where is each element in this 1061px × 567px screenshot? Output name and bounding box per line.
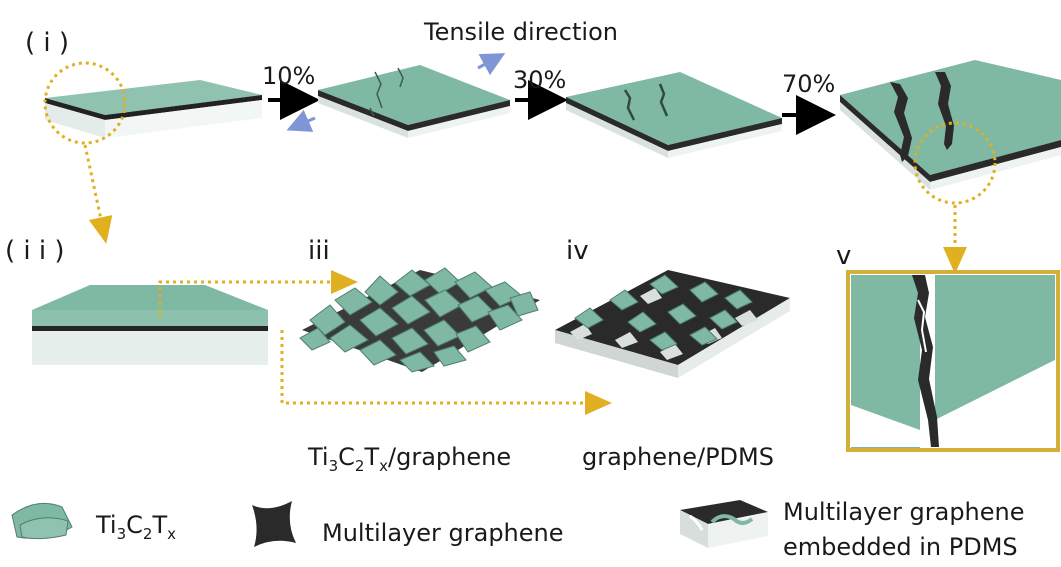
- caption-iv: graphene/PDMS: [582, 443, 774, 471]
- legend-ti3c2tx-icon: [11, 502, 73, 540]
- strain-label-10: 10%: [262, 62, 316, 90]
- strain-label-70: 70%: [782, 70, 836, 98]
- panel-label-iii: iii: [308, 236, 330, 266]
- legend-ti3c2tx-label: Ti3C2Tx: [96, 511, 177, 543]
- film-cross-section: [32, 285, 268, 365]
- legend-graphene-pdms-line1: Multilayer graphene: [783, 498, 1025, 526]
- film-initial: [45, 80, 262, 138]
- panel-label-v: v: [836, 241, 852, 271]
- legend-graphene-icon: [252, 501, 296, 547]
- legend-graphene-pdms-icon: [680, 500, 768, 548]
- dotted-arrow-ii-to-iv: [280, 330, 612, 415]
- film-30: [566, 72, 782, 158]
- panel-label-iv: iv: [566, 236, 589, 266]
- tensile-arrow-up: [477, 53, 506, 76]
- zoomed-crack: [846, 270, 1060, 452]
- caption-iii: Ti3C2Tx/graphene: [308, 443, 512, 475]
- film-10: [318, 65, 510, 138]
- dotted-arrow-i-to-ii: [83, 144, 113, 244]
- panel-label-ii: ( i i ): [5, 236, 65, 266]
- graphene-pdms-surface: [555, 270, 790, 378]
- dotted-arrow-ii-to-iii: [158, 270, 358, 318]
- zoom-circle-70: [913, 121, 997, 205]
- legend-graphene-label: Multilayer graphene: [322, 519, 564, 547]
- legend-graphene-pdms-line2: embedded in PDMS: [783, 533, 1018, 561]
- tensile-arrow-down: [286, 109, 316, 132]
- zoom-circle-i: [43, 61, 127, 145]
- strain-label-30: 30%: [513, 66, 567, 94]
- film-70: [840, 60, 1061, 190]
- panel-label-i: ( i ): [25, 28, 70, 58]
- tensile-direction-label: Tensile direction: [424, 18, 618, 46]
- flakes-ti3c2tx-graphene: [299, 267, 540, 373]
